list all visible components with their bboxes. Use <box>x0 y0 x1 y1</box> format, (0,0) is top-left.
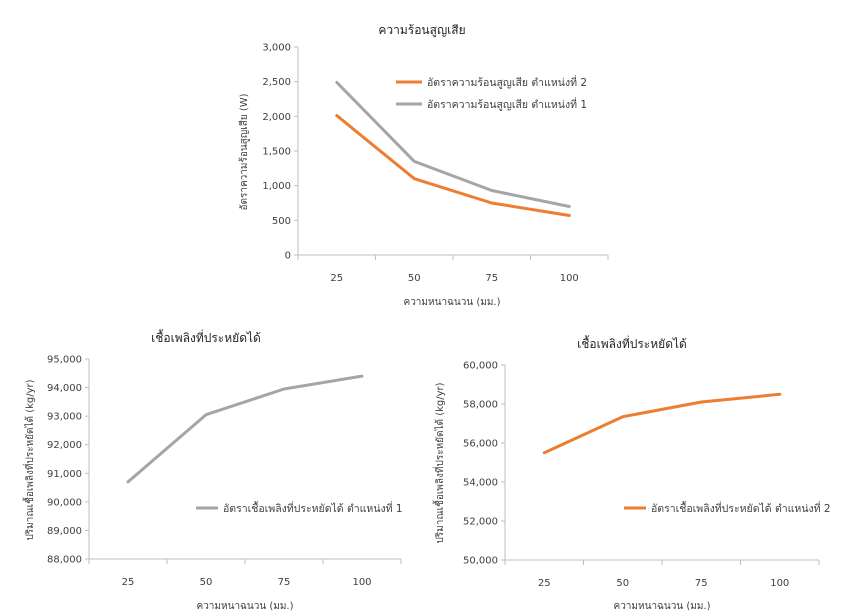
y-tick-label: 2,000 <box>262 112 291 123</box>
legend-label: อัตราเชื้อเพลิงที่ประหยัดได้ ตำแหน่งที่ … <box>651 501 831 515</box>
x-tick-label: 100 <box>560 273 579 284</box>
x-tick-label: 50 <box>200 577 213 588</box>
y-tick-label: 94,000 <box>47 383 82 394</box>
y-tick-label: 92,000 <box>47 440 82 451</box>
y-tick-label: 1,000 <box>262 181 291 192</box>
x-tick-label: 25 <box>122 577 135 588</box>
y-tick-label: 90,000 <box>47 497 82 508</box>
chart-fuel-saved-1-group: เชื้อเพลิงที่ประหยัดได้ ความหนาฉนวน (มม.… <box>22 329 403 612</box>
y-tick-label: 52,000 <box>463 517 498 528</box>
x-tick-label: 25 <box>330 273 343 284</box>
y-tick-label: 50,000 <box>463 556 498 567</box>
chart-title: เชื้อเพลิงที่ประหยัดได้ <box>151 329 261 345</box>
y-tick-label: 0 <box>285 251 291 262</box>
x-axis-label: ความหนาฉนวน (มม.) <box>197 601 294 612</box>
series-line-2 <box>335 80 571 208</box>
x-tick-label: 75 <box>278 577 291 588</box>
x-tick-label: 25 <box>538 578 551 589</box>
y-axis-label: อัตราความร้อนสูญเสีย (W) <box>238 93 250 210</box>
chart-fuel-saved-2-group: เชื้อเพลิงที่ประหยัดได้ ความหนาฉนวน (มม.… <box>432 335 831 612</box>
series-line-1 <box>335 114 571 217</box>
y-tick-label: 95,000 <box>47 355 82 366</box>
chart-title: ความร้อนสูญเสีย <box>378 23 465 38</box>
x-tick-label: 100 <box>352 577 371 588</box>
y-tick-label: 89,000 <box>47 526 82 537</box>
legend-label: อัตราความร้อนสูญเสีย ตำแหน่งที่ 2 <box>427 75 587 89</box>
y-tick-label: 60,000 <box>463 361 498 372</box>
y-axis-label: ปริมาณเชื้อเพลิงที่ประหยัดได้ (kg/yr) <box>22 379 36 540</box>
y-tick-label: 2,500 <box>262 77 291 88</box>
y-tick-label: 58,000 <box>463 400 498 411</box>
chart-title: เชื้อเพลิงที่ประหยัดได้ <box>577 335 687 351</box>
y-axis-label: ปริมาณเชื้อเพลิงที่ประหยัดได้ (kg/yr) <box>432 382 446 543</box>
y-tick-label: 88,000 <box>47 555 82 566</box>
chart-heat-loss-group: ความร้อนสูญเสีย ความหนาฉนวน (มม.) อัตราค… <box>238 23 609 308</box>
series-line-1 <box>126 374 364 484</box>
legend-label: อัตราเชื้อเพลิงที่ประหยัดได้ ตำแหน่งที่ … <box>223 501 403 515</box>
x-tick-label: 50 <box>408 273 421 284</box>
x-axis-label: ความหนาฉนวน (มม.) <box>404 297 501 308</box>
series-line-1 <box>542 392 782 455</box>
y-tick-label: 91,000 <box>47 469 82 480</box>
y-tick-label: 1,500 <box>262 147 291 158</box>
y-tick-label: 93,000 <box>47 412 82 423</box>
y-tick-label: 3,000 <box>262 43 291 54</box>
legend-label: อัตราความร้อนสูญเสีย ตำแหน่งที่ 1 <box>427 97 587 111</box>
x-tick-label: 75 <box>485 273 498 284</box>
x-tick-label: 50 <box>616 578 629 589</box>
x-tick-label: 75 <box>695 578 708 589</box>
y-tick-label: 500 <box>272 216 291 227</box>
y-tick-label: 54,000 <box>463 478 498 489</box>
x-axis-label: ความหนาฉนวน (มม.) <box>614 601 711 612</box>
x-tick-label: 100 <box>770 578 789 589</box>
y-tick-label: 56,000 <box>463 439 498 450</box>
